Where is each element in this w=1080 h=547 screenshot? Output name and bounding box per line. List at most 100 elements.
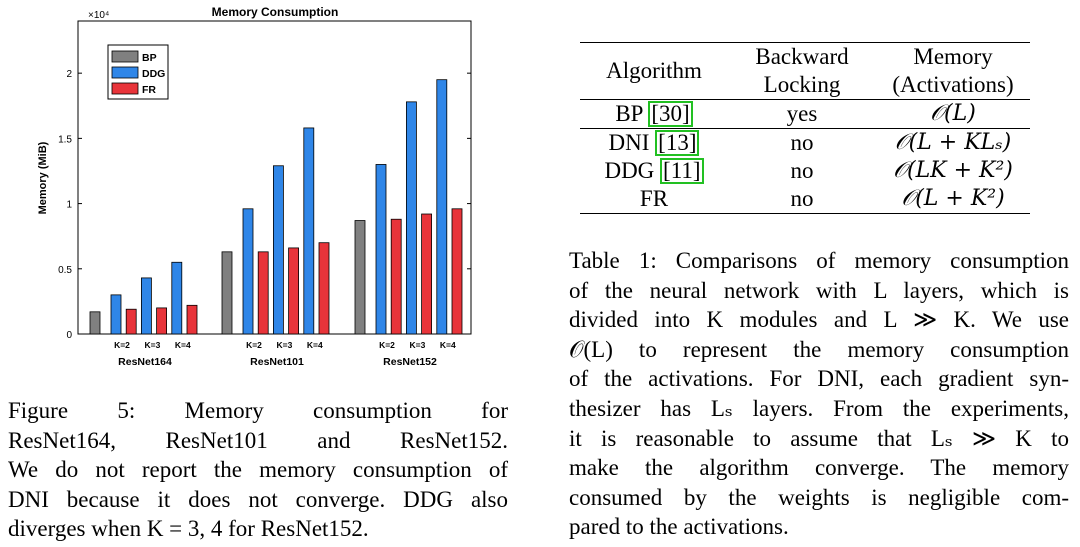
y-exponent-label: ×10⁴ bbox=[88, 10, 109, 21]
bar-fr bbox=[451, 208, 463, 335]
legend-label: FR bbox=[142, 84, 156, 96]
bar-fr bbox=[288, 247, 300, 335]
citation-link[interactable]: [11] bbox=[660, 158, 704, 184]
algorithm-name: DNI bbox=[608, 130, 650, 155]
figure-caption-line: Figure 5: Memory consumption for bbox=[8, 398, 508, 423]
header-memory: Memory (Activations) bbox=[876, 43, 1030, 100]
cell-memory: 𝒪(L) bbox=[930, 101, 976, 126]
table-caption-line: of the neural network with L layers, whi… bbox=[569, 277, 1069, 303]
algorithm-name: DDG bbox=[604, 158, 655, 183]
bar-ddg bbox=[375, 164, 387, 335]
bar-fr bbox=[186, 304, 198, 335]
cell-memory: 𝒪(LK + K²) bbox=[893, 158, 1013, 183]
cell-memory: 𝒪(L + KLₛ) bbox=[894, 130, 1012, 155]
table-caption: Table 1: Comparisons of memory consumpti… bbox=[569, 246, 1069, 542]
bar-bp bbox=[89, 311, 101, 335]
bar-ddg bbox=[405, 101, 417, 335]
cell-locking: no bbox=[790, 186, 814, 211]
bar-fr bbox=[390, 218, 402, 335]
bar-fr bbox=[318, 242, 330, 335]
figure-caption-line: DNI because it does not converge. DDG al… bbox=[8, 486, 508, 512]
group-label: ResNet164 bbox=[118, 356, 172, 368]
y-tick-label: 0 bbox=[66, 330, 72, 341]
header-backward-locking: Backward Locking bbox=[728, 43, 876, 100]
y-ticks: 0 0.5 1 1.5 2 bbox=[58, 69, 471, 341]
x-tick-label: K=4 bbox=[307, 340, 323, 350]
citation-link[interactable]: [30] bbox=[648, 101, 693, 127]
legend-label: BP bbox=[142, 52, 157, 64]
header-algorithm: Algorithm bbox=[606, 58, 702, 83]
table-caption-line: thesizer has Lₛ layers. From the experim… bbox=[569, 395, 1069, 421]
table-row: BP [30] yes 𝒪(L) bbox=[580, 100, 1030, 129]
cell-locking: yes bbox=[786, 101, 818, 126]
cell-algorithm: DNI [13] bbox=[580, 129, 728, 158]
bar-ddg bbox=[140, 277, 152, 335]
figure-caption-line: ResNet164, ResNet101 and ResNet152. bbox=[8, 427, 508, 453]
bar-ddg bbox=[242, 208, 254, 335]
memory-comparison-table: Algorithm Backward Locking Memory (Activ… bbox=[580, 42, 1030, 214]
bars bbox=[89, 79, 463, 335]
table-caption-line: of the activations. For DNI, each gradie… bbox=[569, 366, 1069, 392]
bar-ddg bbox=[272, 165, 284, 335]
bar-ddg bbox=[303, 127, 315, 335]
cell-locking: no bbox=[790, 130, 814, 155]
legend-swatch-fr bbox=[111, 82, 139, 95]
legend: BP DDG FR bbox=[107, 44, 169, 100]
x-tick-label: K=3 bbox=[276, 340, 292, 350]
header-locking-line1: Backward bbox=[755, 44, 849, 69]
x-tick-label: K=2 bbox=[379, 340, 395, 350]
x-tick-label: K=3 bbox=[144, 340, 160, 350]
y-tick-label: 1.5 bbox=[58, 134, 72, 145]
y-axis-label: Memory (MiB) bbox=[37, 141, 49, 214]
bar-fr bbox=[125, 308, 137, 335]
bar-ddg bbox=[171, 261, 183, 335]
y-tick-label: 2 bbox=[66, 69, 72, 80]
group-label: ResNet101 bbox=[250, 356, 304, 368]
bar-ddg bbox=[436, 79, 448, 335]
cell-algorithm: DDG [11] bbox=[580, 157, 728, 185]
bar-fr bbox=[257, 251, 269, 335]
y-tick-label: 0.5 bbox=[58, 265, 72, 276]
table-row: DNI [13] no 𝒪(L + KLₛ) bbox=[580, 129, 1030, 158]
x-tick-label: K=2 bbox=[114, 340, 130, 350]
table-caption-line: pared to the activations. bbox=[569, 514, 789, 540]
header-memory-line1: Memory bbox=[913, 44, 993, 69]
table-caption-line: consumed by the weights is negligible co… bbox=[569, 484, 1069, 510]
x-tick-label: K=4 bbox=[440, 340, 456, 350]
figure-caption-line: diverges when K = 3, 4 for ResNet152. bbox=[8, 516, 369, 541]
cell-locking: no bbox=[790, 158, 814, 183]
x-tick-label: K=3 bbox=[409, 340, 425, 350]
cell-memory: 𝒪(L + K²) bbox=[901, 186, 1005, 211]
citation-link[interactable]: [13] bbox=[655, 130, 700, 156]
bar-fr bbox=[156, 307, 168, 335]
table-caption-line: make the algorithm converge. The memory bbox=[569, 455, 1069, 481]
header-memory-line2: (Activations) bbox=[892, 72, 1014, 97]
table-caption-line: it is reasonable to assume that Lₛ ≫ K t… bbox=[569, 425, 1069, 451]
table-row: DDG [11] no 𝒪(LK + K²) bbox=[580, 157, 1030, 185]
legend-label: DDG bbox=[142, 68, 165, 80]
bar-fr bbox=[421, 213, 433, 335]
y-tick-label: 1 bbox=[66, 200, 72, 211]
legend-swatch-bp bbox=[111, 50, 139, 63]
x-tick-label: K=4 bbox=[175, 340, 191, 350]
table-caption-line: Table 1: Comparisons of memory consumpti… bbox=[569, 248, 1069, 273]
x-tick-label: K=2 bbox=[246, 340, 262, 350]
table-row: FR no 𝒪(L + K²) bbox=[580, 185, 1030, 214]
table-caption-line: 𝒪(L) to represent the memory consumption bbox=[569, 336, 1069, 362]
table-caption-line: divided into K modules and L ≫ K. We use bbox=[569, 307, 1069, 333]
header-locking-line2: Locking bbox=[763, 72, 841, 97]
bar-ddg bbox=[110, 294, 122, 335]
chart-title: Memory Consumption bbox=[212, 5, 339, 19]
group-label: ResNet152 bbox=[383, 356, 437, 368]
cell-algorithm: BP [30] bbox=[580, 100, 728, 129]
bar-bp bbox=[354, 220, 366, 335]
cell-algorithm: FR bbox=[639, 186, 669, 211]
algorithm-name: BP bbox=[615, 101, 643, 126]
memory-consumption-chart: Memory Consumption ×10⁴ Memory (MiB) 0 0.… bbox=[37, 5, 472, 368]
figure-caption: Figure 5: Memory consumption for ResNet1… bbox=[8, 396, 508, 544]
legend-swatch-ddg bbox=[111, 66, 139, 79]
table-header-row: Algorithm Backward Locking Memory (Activ… bbox=[580, 42, 1030, 100]
figure-caption-line: We do not report the memory consumption … bbox=[8, 457, 508, 482]
bar-bp bbox=[221, 251, 233, 335]
